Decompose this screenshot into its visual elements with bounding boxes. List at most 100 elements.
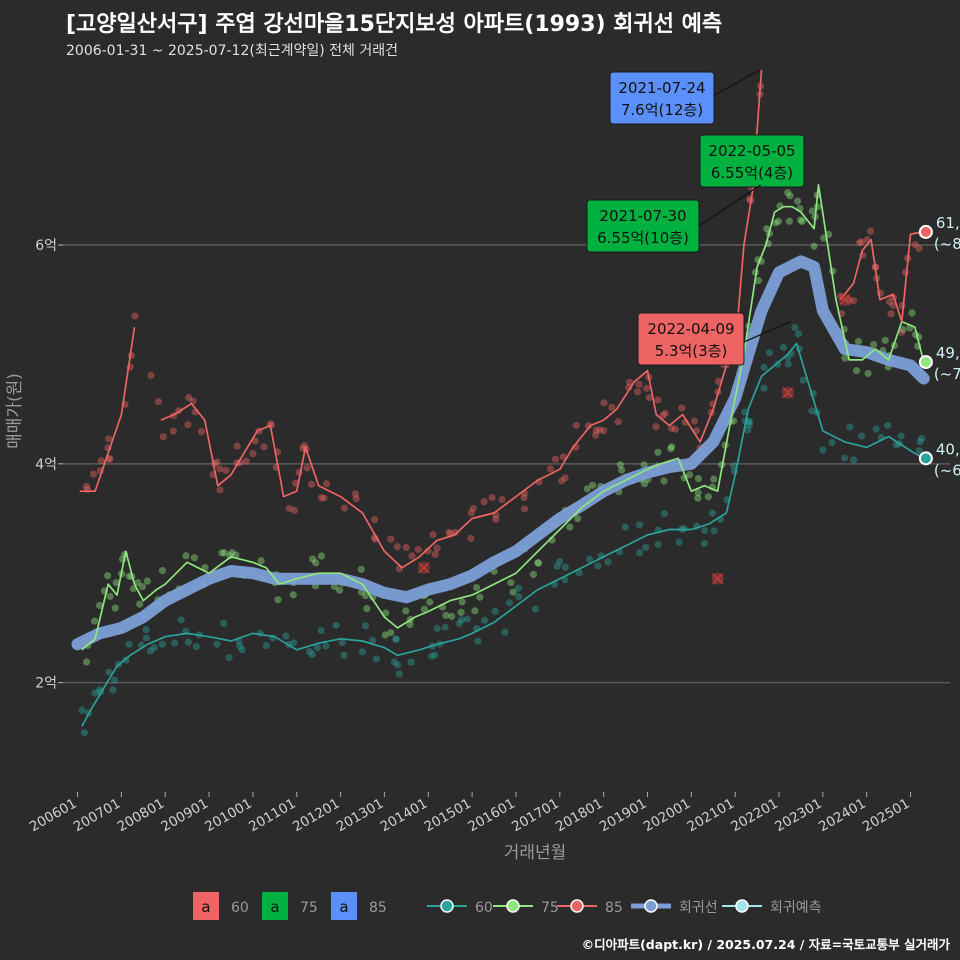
legend-swatch — [331, 892, 357, 920]
scatter-point-75 — [808, 207, 816, 215]
legend-swatch — [193, 892, 219, 920]
scatter-point-75 — [704, 493, 712, 501]
annotation-price: 6.55억(4층) — [711, 164, 793, 182]
scatter-point-75 — [694, 494, 702, 502]
scatter-point-75 — [654, 448, 662, 456]
cross-marker — [418, 562, 430, 574]
scatter-point-85 — [106, 454, 114, 463]
scatter-point-60 — [308, 651, 316, 659]
scatter-point-60 — [390, 658, 399, 666]
legend-marker — [506, 899, 520, 913]
scatter-point-60 — [340, 651, 348, 659]
y-tick-label: 4억 — [35, 457, 57, 473]
scatter-point-60 — [501, 628, 509, 636]
scatter-point-85 — [424, 547, 432, 555]
scatter-point-75 — [448, 612, 456, 620]
scatter-point-75 — [660, 477, 668, 485]
scatter-point-60 — [575, 569, 583, 577]
scatter-point-85 — [643, 384, 651, 392]
scatter-point-75 — [754, 277, 763, 285]
scatter-point-60 — [262, 642, 270, 650]
scatter-point-75 — [111, 604, 119, 612]
scatter-point-85 — [488, 493, 496, 502]
scatter-point-75 — [640, 480, 649, 488]
scatter-point-60 — [332, 621, 340, 629]
x-tick-label: 202401 — [816, 796, 869, 836]
scatter-point-60 — [841, 454, 849, 462]
scatter-point-85 — [608, 403, 616, 411]
scatter-point-60 — [392, 635, 400, 643]
scatter-point-60 — [708, 509, 717, 517]
scatter-point-60 — [808, 407, 816, 415]
scatter-point-85 — [671, 425, 679, 433]
scatter-point-85 — [661, 409, 669, 418]
legend-line-label: 75 — [541, 900, 559, 916]
scatter-point-60 — [556, 557, 564, 565]
scatter-point-75 — [125, 572, 133, 580]
scatter-point-60 — [150, 644, 158, 652]
scatter-point-75 — [908, 309, 916, 317]
scatter-point-75 — [476, 593, 484, 601]
scatter-point-85 — [889, 301, 897, 309]
scatter-point-75 — [784, 189, 792, 197]
scatter-point-60 — [585, 555, 594, 563]
scatter-point-60 — [213, 640, 221, 648]
x-tick-label: 202101 — [685, 796, 738, 836]
scatter-point-85 — [159, 433, 167, 441]
scatter-point-85 — [492, 515, 500, 523]
scatter-point-85 — [216, 465, 224, 473]
scatter-point-60 — [158, 640, 166, 648]
scatter-point-60 — [290, 639, 298, 647]
scatter-point-75 — [772, 219, 780, 227]
scatter-point-75 — [507, 579, 515, 587]
scatter-point-85 — [856, 239, 864, 247]
scatter-point-60 — [760, 363, 768, 371]
scatter-point-60 — [700, 539, 709, 548]
scatter-point-60 — [514, 584, 522, 592]
cross-marker — [712, 573, 724, 585]
scatter-point-75 — [535, 559, 543, 567]
scatter-point-75 — [798, 217, 806, 225]
scatter-point-85 — [393, 543, 402, 551]
scatter-point-85 — [480, 498, 488, 506]
scatter-point-75 — [387, 629, 395, 637]
scatter-point-85 — [898, 301, 906, 310]
scatter-point-60 — [431, 651, 439, 659]
scatter-point-85 — [317, 494, 325, 502]
scatter-point-85 — [303, 464, 311, 472]
scatter-point-75 — [357, 565, 365, 573]
scatter-point-60 — [372, 655, 380, 663]
scatter-point-60 — [480, 616, 489, 624]
scatter-point-60 — [142, 626, 150, 634]
scatter-point-75 — [864, 369, 872, 377]
scatter-point-60 — [474, 637, 482, 645]
scatter-point-75 — [810, 242, 818, 250]
scatter-point-85 — [572, 421, 580, 429]
end-label-area: (~60㎡) — [934, 461, 960, 479]
scatter-point-75 — [813, 203, 822, 211]
scatter-point-60 — [358, 648, 367, 656]
annotation-price: 6.55억(10층) — [597, 229, 689, 247]
annotation-2022-04-09: 2022-04-09 5.3억(3층) — [637, 312, 792, 366]
end-label-value: 61,150 — [936, 214, 960, 232]
scatter-point-75 — [133, 579, 142, 587]
scatter-point-85 — [169, 427, 177, 435]
scatter-point-85 — [213, 458, 221, 466]
scatter-point-85 — [600, 427, 608, 435]
scatter-point-60 — [531, 605, 540, 613]
scatter-point-60 — [741, 408, 749, 416]
scatter-point-60 — [105, 668, 113, 676]
x-tick-label: 200601 — [27, 796, 80, 836]
legend-label: 60 — [231, 900, 249, 916]
legend-marker — [440, 899, 454, 913]
scatter-point-60 — [256, 629, 264, 637]
scatter-point-85 — [185, 393, 193, 402]
y-tick-label: 2억 — [35, 676, 57, 692]
scatter-point-60 — [184, 638, 193, 646]
scatter-point-60 — [794, 330, 803, 338]
scatter-point-60 — [463, 615, 471, 623]
scatter-point-75 — [182, 552, 190, 560]
chart-footer: ©디아파트(dapt.kr) / 2025.07.24 / 자료=국토교통부 실… — [581, 937, 950, 952]
scatter-point-60 — [916, 437, 924, 446]
